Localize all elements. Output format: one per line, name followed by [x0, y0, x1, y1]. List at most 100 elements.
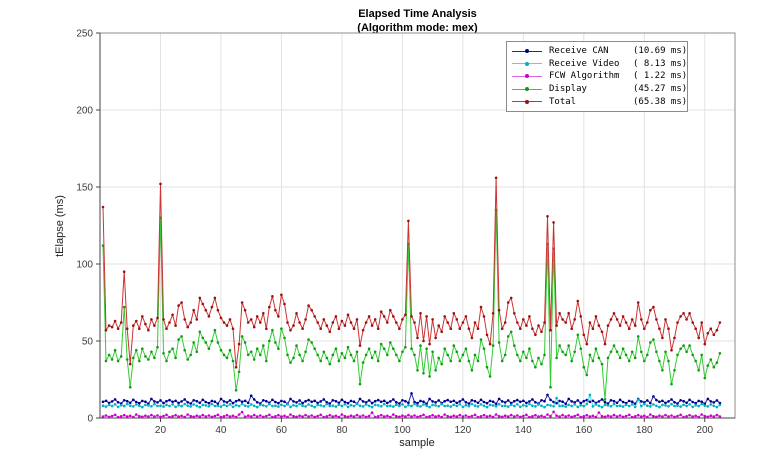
data-point: [706, 332, 710, 335]
data-point: [401, 318, 404, 321]
data-point: [494, 402, 498, 406]
data-point: [564, 353, 567, 357]
data-point: [609, 318, 613, 321]
data-point: [497, 397, 501, 401]
data-point: [627, 359, 631, 363]
data-point: [398, 327, 401, 331]
legend-line-sample: [512, 87, 542, 92]
data-point: [630, 350, 634, 354]
data-point: [252, 358, 256, 361]
data-point: [576, 299, 580, 303]
data-point: [370, 405, 374, 409]
data-point: [204, 341, 208, 344]
data-point: [379, 400, 383, 404]
data-point: [138, 404, 141, 408]
data-point: [597, 356, 601, 360]
data-point: [470, 336, 474, 340]
data-point: [174, 413, 177, 417]
y-tick-label: 250: [76, 29, 93, 40]
data-point: [482, 315, 486, 318]
data-point: [606, 324, 610, 327]
data-point: [646, 404, 649, 408]
data-point: [319, 404, 323, 407]
data-point: [141, 399, 144, 403]
data-point: [222, 400, 226, 403]
data-point: [392, 398, 395, 401]
data-point: [268, 305, 271, 309]
legend-series-name: Receive Video: [549, 58, 620, 69]
data-point: [183, 348, 186, 352]
data-point: [506, 415, 510, 418]
data-point: [627, 404, 631, 408]
data-point: [249, 403, 253, 406]
data-point: [558, 344, 561, 347]
data-point: [525, 356, 528, 360]
data-point: [177, 415, 180, 418]
data-point: [643, 327, 646, 331]
data-point: [325, 356, 329, 360]
data-point: [138, 327, 141, 331]
data-point: [240, 410, 244, 414]
data-point: [576, 405, 580, 409]
data-point: [210, 402, 214, 406]
data-point: [404, 345, 407, 349]
data-point: [204, 400, 208, 404]
data-point: [337, 403, 341, 407]
data-point: [482, 400, 486, 404]
data-point: [165, 413, 168, 417]
data-point: [125, 399, 129, 403]
data-point: [298, 353, 301, 357]
data-point: [367, 347, 371, 351]
data-point: [304, 350, 307, 354]
data-point: [376, 359, 380, 363]
data-point: [292, 356, 295, 360]
data-point: [606, 402, 610, 405]
data-point: [437, 414, 441, 418]
data-point: [195, 404, 199, 408]
data-point: [280, 399, 283, 403]
data-point: [334, 399, 338, 403]
data-point: [298, 414, 301, 418]
data-point: [180, 414, 183, 418]
data-point: [528, 347, 531, 351]
data-point: [503, 401, 507, 404]
data-point: [370, 401, 374, 405]
data-point: [621, 315, 625, 318]
data-point: [119, 321, 123, 324]
data-point: [697, 404, 700, 408]
data-point: [434, 336, 437, 340]
data-point: [370, 324, 374, 327]
data-point: [615, 415, 619, 418]
data-point: [147, 404, 150, 407]
data-point: [192, 403, 195, 406]
data-point: [476, 327, 480, 331]
data-point: [609, 399, 613, 402]
data-point: [274, 404, 277, 408]
data-point: [440, 362, 444, 366]
data-point: [543, 399, 546, 403]
data-point: [252, 413, 256, 417]
data-point: [210, 399, 214, 403]
data-point: [289, 361, 292, 364]
data-point: [156, 345, 159, 349]
data-point: [195, 350, 199, 354]
data-point: [404, 415, 407, 418]
data-point: [334, 405, 338, 408]
data-point: [488, 399, 492, 403]
data-point: [570, 359, 573, 363]
data-point: [110, 358, 114, 361]
data-point: [316, 321, 320, 324]
data-point: [519, 359, 522, 363]
data-point: [661, 415, 664, 418]
data-point: [304, 413, 307, 417]
data-point: [443, 404, 447, 408]
data-point: [473, 404, 477, 408]
data-point: [228, 399, 232, 402]
data-point: [225, 401, 229, 404]
data-point: [664, 413, 667, 417]
data-point: [183, 398, 186, 401]
data-point: [177, 403, 180, 407]
data-point: [113, 319, 117, 323]
data-point: [703, 342, 707, 346]
data-point: [606, 414, 610, 418]
